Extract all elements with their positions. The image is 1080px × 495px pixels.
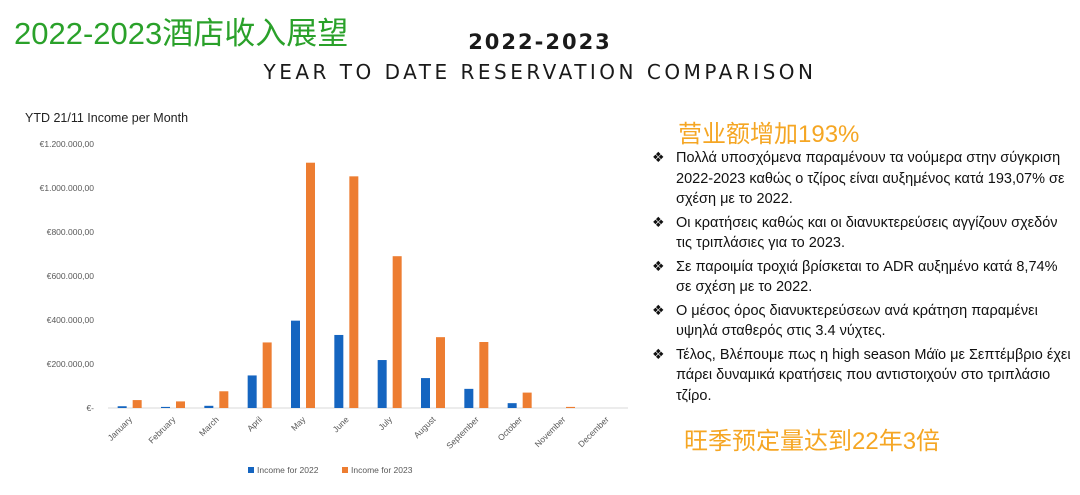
x-tick-label: March bbox=[197, 414, 221, 438]
bullet-text: Πολλά υποσχόμενα παραμένουν τα νούμερα σ… bbox=[676, 150, 1065, 207]
diamond-bullet-icon: ❖ bbox=[652, 214, 665, 231]
bar-2023-november bbox=[566, 406, 575, 408]
diamond-bullet-icon: ❖ bbox=[652, 258, 665, 275]
bar-2022-june bbox=[334, 334, 344, 408]
y-tick-label: €600.000,00 bbox=[47, 271, 95, 281]
y-tick-label: €- bbox=[86, 403, 94, 413]
season-highlight: 旺季预定量达到22年3倍 bbox=[684, 428, 941, 455]
y-tick-label: €200.000,00 bbox=[47, 359, 95, 369]
income-bar-chart: €- €200.000,00 €400.000,00 €600.000,00 €800.… bbox=[40, 139, 628, 475]
y-tick-label: €1.000.000,00 bbox=[40, 183, 95, 193]
bar-2023-september bbox=[479, 342, 489, 408]
bullet-text: Τέλος, Βλέπουμε πως η high season Μάϊο μ… bbox=[676, 346, 1071, 404]
slide-title: 2022-2023酒店收入展望 bbox=[14, 16, 349, 51]
bullet-list: ❖ Πολλά υποσχόμενα παραμένουν τα νούμερα … bbox=[652, 148, 1072, 409]
bar-2023-october bbox=[522, 392, 532, 408]
bar-2022-october bbox=[507, 403, 517, 408]
revenue-highlight: 营业额增加193% bbox=[678, 121, 860, 148]
bar-2023-may bbox=[306, 162, 315, 408]
legend-label: Income for 2023 bbox=[351, 465, 413, 475]
bar-2022-july bbox=[377, 360, 387, 408]
x-tick-label: August bbox=[412, 414, 438, 440]
bar-2023-july bbox=[392, 256, 402, 408]
legend-label: Income for 2022 bbox=[257, 465, 319, 475]
legend-swatch-2023 bbox=[342, 467, 348, 473]
bullet-text: Οι κρατήσεις καθώς και οι διανυκτερεύσει… bbox=[676, 214, 1058, 252]
x-tick-label: November bbox=[533, 414, 568, 449]
x-tick-label: September bbox=[444, 414, 481, 451]
x-tick-label: May bbox=[289, 414, 308, 433]
bar-2022-september bbox=[464, 388, 474, 408]
bar-2023-april bbox=[262, 342, 272, 408]
diamond-bullet-icon: ❖ bbox=[652, 346, 665, 363]
bar-2022-april bbox=[247, 375, 257, 408]
bullet-item: ❖ Ο μέσος όρος διανυκτερεύσεων ανά κράτησ… bbox=[652, 301, 1072, 342]
y-tick-label: €800.000,00 bbox=[47, 227, 95, 237]
x-tick-label: July bbox=[376, 414, 394, 432]
bar-2023-august bbox=[436, 337, 445, 408]
header-year: 2022-2023 bbox=[468, 30, 612, 54]
x-tick-label: December bbox=[576, 414, 611, 449]
diamond-bullet-icon: ❖ bbox=[652, 302, 665, 319]
bullet-item: ❖ Τέλος, Βλέπουμε πως η high season Μάϊο … bbox=[652, 345, 1072, 407]
bar-2022-march bbox=[204, 405, 214, 408]
x-tick-label: October bbox=[496, 414, 525, 443]
x-tick-label: June bbox=[331, 414, 351, 434]
bullet-text: Σε παροιμία τροχιά βρίσκεται το ADR αυξη… bbox=[676, 258, 1058, 296]
legend-swatch-2022 bbox=[248, 467, 254, 473]
y-tick-label: €400.000,00 bbox=[47, 315, 95, 325]
header-subtitle: YEAR TO DATE RESERVATION COMPARISON bbox=[263, 60, 817, 84]
bar-2023-january bbox=[132, 400, 142, 408]
bar-2023-february bbox=[176, 401, 185, 408]
bar-2022-august bbox=[421, 378, 430, 408]
bar-2022-january bbox=[117, 406, 127, 408]
bullet-item: ❖ Σε παροιμία τροχιά βρίσκεται το ADR αυ… bbox=[652, 257, 1072, 298]
bar-2023-march bbox=[219, 391, 229, 408]
bar-2022-may bbox=[291, 320, 300, 408]
bar-2023-june bbox=[349, 176, 359, 408]
x-tick-label: January bbox=[106, 414, 135, 443]
x-tick-label: April bbox=[245, 414, 264, 433]
x-tick-label: February bbox=[146, 414, 178, 446]
bullet-text: Ο μέσος όρος διανυκτερεύσεων ανά κράτηση… bbox=[676, 302, 1038, 340]
bullet-item: ❖ Οι κρατήσεις καθώς και οι διανυκτερεύσε… bbox=[652, 213, 1072, 254]
diamond-bullet-icon: ❖ bbox=[652, 150, 665, 166]
bullet-item: ❖ Πολλά υποσχόμενα παραμένουν τα νούμερα … bbox=[652, 148, 1072, 210]
chart-title: YTD 21/11 Income per Month bbox=[25, 111, 189, 125]
bar-2022-february bbox=[161, 406, 170, 408]
y-tick-label: €1.200.000,00 bbox=[40, 139, 95, 149]
